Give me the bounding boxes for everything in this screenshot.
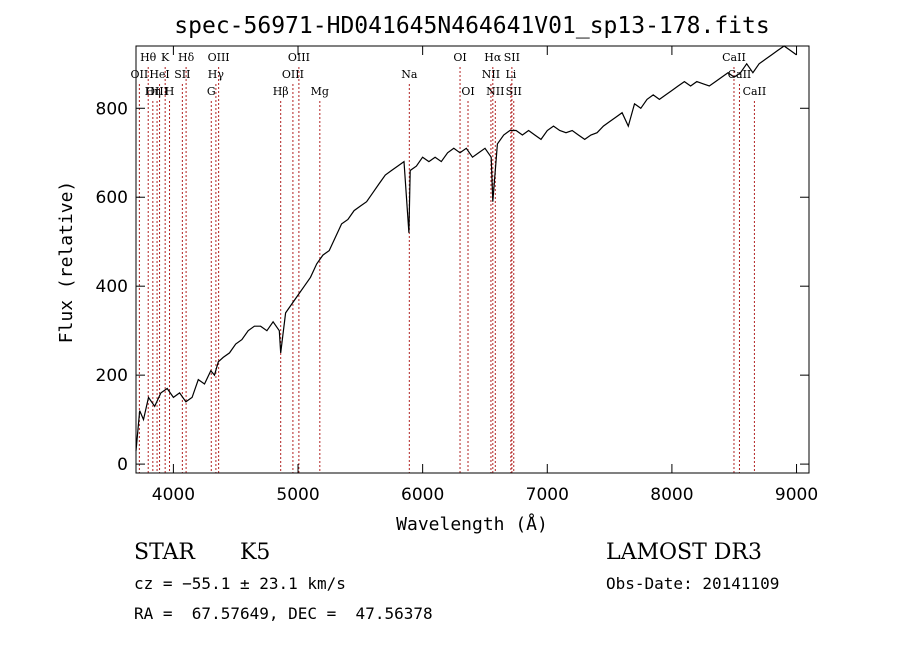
x-tick-label: 5000 (276, 485, 319, 505)
x-tick-label: 8000 (650, 485, 693, 505)
y-tick-label: 200 (96, 366, 128, 386)
y-tick-label: 0 (117, 455, 128, 475)
x-tick-label: 7000 (526, 485, 569, 505)
line-label: K (161, 51, 170, 64)
line-label: CaII (722, 51, 746, 64)
object-class: STAR (134, 540, 195, 565)
line-label: Hδ (178, 51, 195, 64)
line-label: Hθ (140, 51, 157, 64)
survey-label: LAMOST DR3 (606, 540, 762, 565)
spectrum-line (135, 45, 797, 451)
y-tick-label: 600 (96, 188, 128, 208)
line-label: Hη (145, 85, 161, 98)
coordinates: RA = 67.57649, DEC = 47.56378 (134, 604, 433, 623)
line-label: OIII (146, 85, 168, 98)
y-axis-ticks: 0 200 400 600 800 (96, 99, 809, 475)
line-label: SII (504, 51, 520, 64)
line-label: OII (131, 68, 149, 81)
x-tick-label: 4000 (152, 485, 195, 505)
line-label: Hα (484, 51, 502, 64)
line-label: CaII (728, 68, 752, 81)
line-label: OI (453, 51, 466, 64)
line-label: Hγ (208, 68, 225, 81)
line-label: G (207, 85, 216, 98)
line-label: OIII (288, 51, 310, 64)
line-label: OIII (282, 68, 304, 81)
spectral-line-markers (138, 67, 755, 473)
line-label: HeI (149, 68, 169, 81)
chart-title: spec-56971-HD041645N464641V01_sp13-178.f… (174, 13, 769, 39)
y-axis-label: Flux (relative) (56, 181, 77, 344)
plot-frame (135, 45, 810, 474)
x-tick-label: 6000 (401, 485, 444, 505)
line-label: Li (505, 68, 516, 81)
object-subclass: K5 (240, 540, 271, 565)
line-label: Mg (311, 85, 329, 98)
y-tick-label: 400 (96, 277, 128, 297)
observation-date: Obs-Date: 20141109 (606, 574, 780, 593)
y-tick-label: 800 (96, 99, 128, 119)
line-label: SII (506, 85, 522, 98)
line-label: NII (486, 85, 504, 98)
x-axis-ticks: 4000 5000 6000 7000 8000 9000 (152, 46, 818, 505)
line-label: OI (461, 85, 474, 98)
x-axis-label: Wavelength (Å) (396, 513, 548, 535)
line-label: NII (482, 68, 500, 81)
line-label: H (165, 85, 175, 98)
line-label: Na (401, 68, 418, 81)
line-label: OIII (208, 51, 230, 64)
x-tick-label: 9000 (775, 485, 818, 505)
line-label: CaII (743, 85, 767, 98)
redshift-velocity: cz = −55.1 ± 23.1 km/s (134, 574, 346, 593)
line-label: Hβ (273, 85, 289, 98)
line-label: SII (174, 68, 190, 81)
